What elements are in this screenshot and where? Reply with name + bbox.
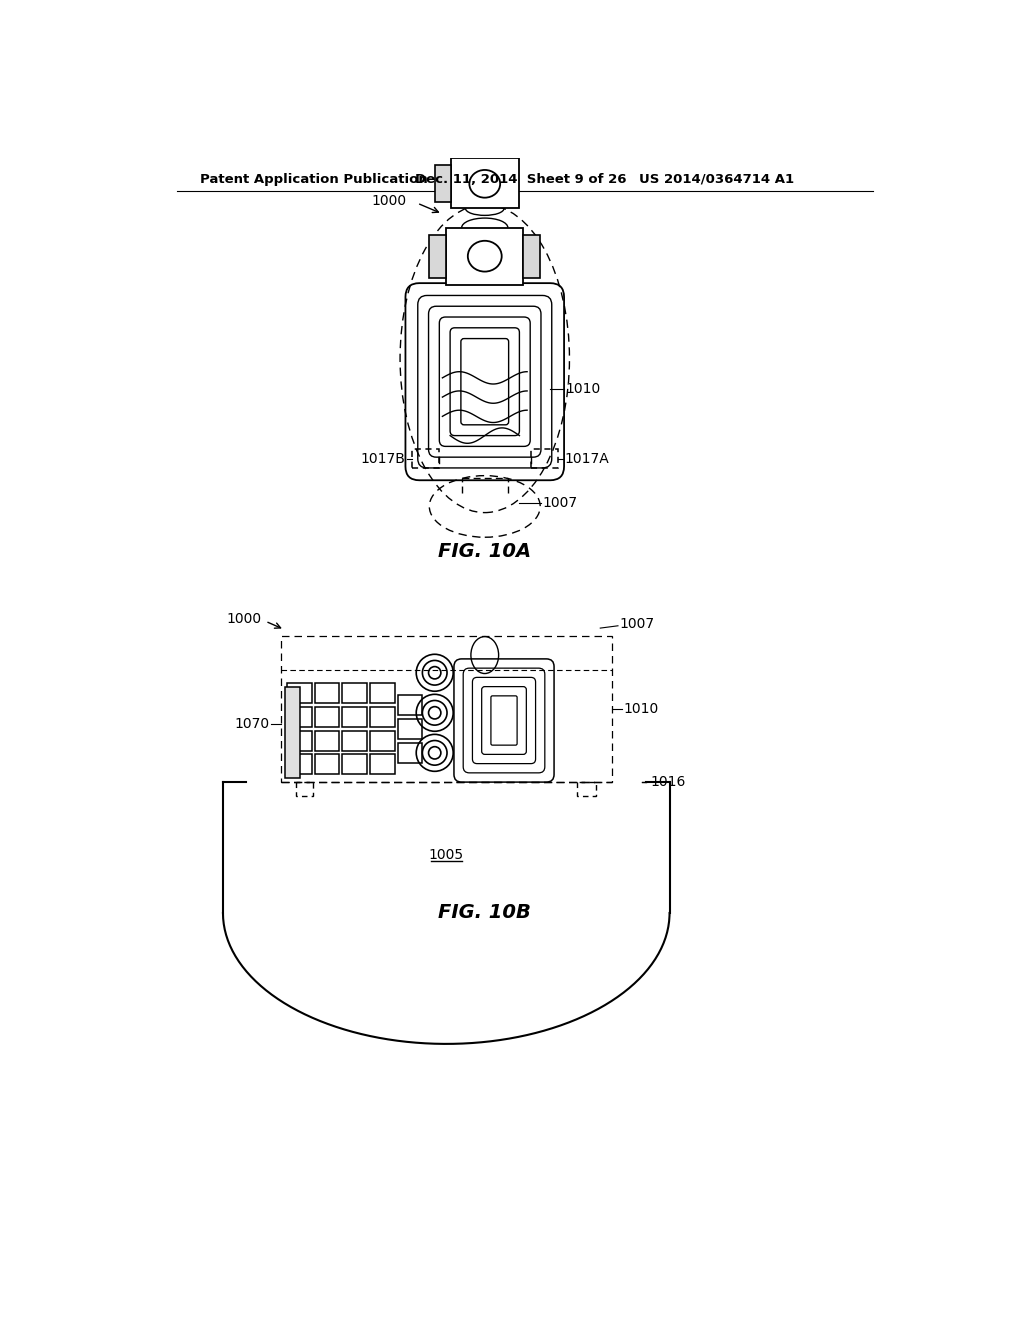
Bar (342, 755, 367, 775)
Bar (451, 158, 518, 209)
Text: 1000: 1000 (371, 194, 407, 207)
Bar (370, 730, 394, 751)
Bar (397, 696, 422, 715)
Bar (435, 165, 451, 202)
Text: 1017B: 1017B (360, 451, 406, 466)
Text: Dec. 11, 2014  Sheet 9 of 26: Dec. 11, 2014 Sheet 9 of 26 (416, 173, 627, 186)
Text: 1010: 1010 (624, 702, 658, 715)
Bar (370, 706, 394, 726)
Text: 1016: 1016 (650, 775, 686, 789)
Polygon shape (578, 781, 596, 796)
Text: FIG. 10A: FIG. 10A (438, 541, 531, 561)
Bar (314, 706, 339, 726)
Bar (397, 719, 422, 739)
Bar (314, 682, 339, 702)
Bar (287, 706, 311, 726)
Text: 1070: 1070 (234, 717, 269, 731)
Text: 1017A: 1017A (564, 451, 609, 466)
Bar (446, 227, 523, 285)
Bar (397, 743, 422, 763)
Polygon shape (296, 781, 313, 796)
Bar (523, 235, 541, 277)
Text: 1010: 1010 (565, 383, 601, 396)
Text: 1005: 1005 (429, 849, 464, 862)
Bar (342, 730, 367, 751)
Bar (370, 755, 394, 775)
Bar (429, 235, 446, 277)
Text: Patent Application Publication: Patent Application Publication (200, 173, 428, 186)
Bar (287, 682, 311, 702)
Bar (342, 706, 367, 726)
Bar (287, 730, 311, 751)
Bar (285, 686, 300, 779)
Text: 1000: 1000 (226, 612, 261, 626)
Bar (314, 730, 339, 751)
Bar (281, 636, 611, 781)
Bar (531, 449, 558, 469)
Bar (370, 682, 394, 702)
Bar (412, 449, 438, 469)
Text: 1007: 1007 (543, 495, 578, 510)
Text: 1007: 1007 (620, 618, 654, 631)
Text: US 2014/0364714 A1: US 2014/0364714 A1 (639, 173, 794, 186)
Bar (342, 682, 367, 702)
Bar (314, 755, 339, 775)
Bar (287, 755, 311, 775)
Text: FIG. 10B: FIG. 10B (438, 903, 531, 923)
